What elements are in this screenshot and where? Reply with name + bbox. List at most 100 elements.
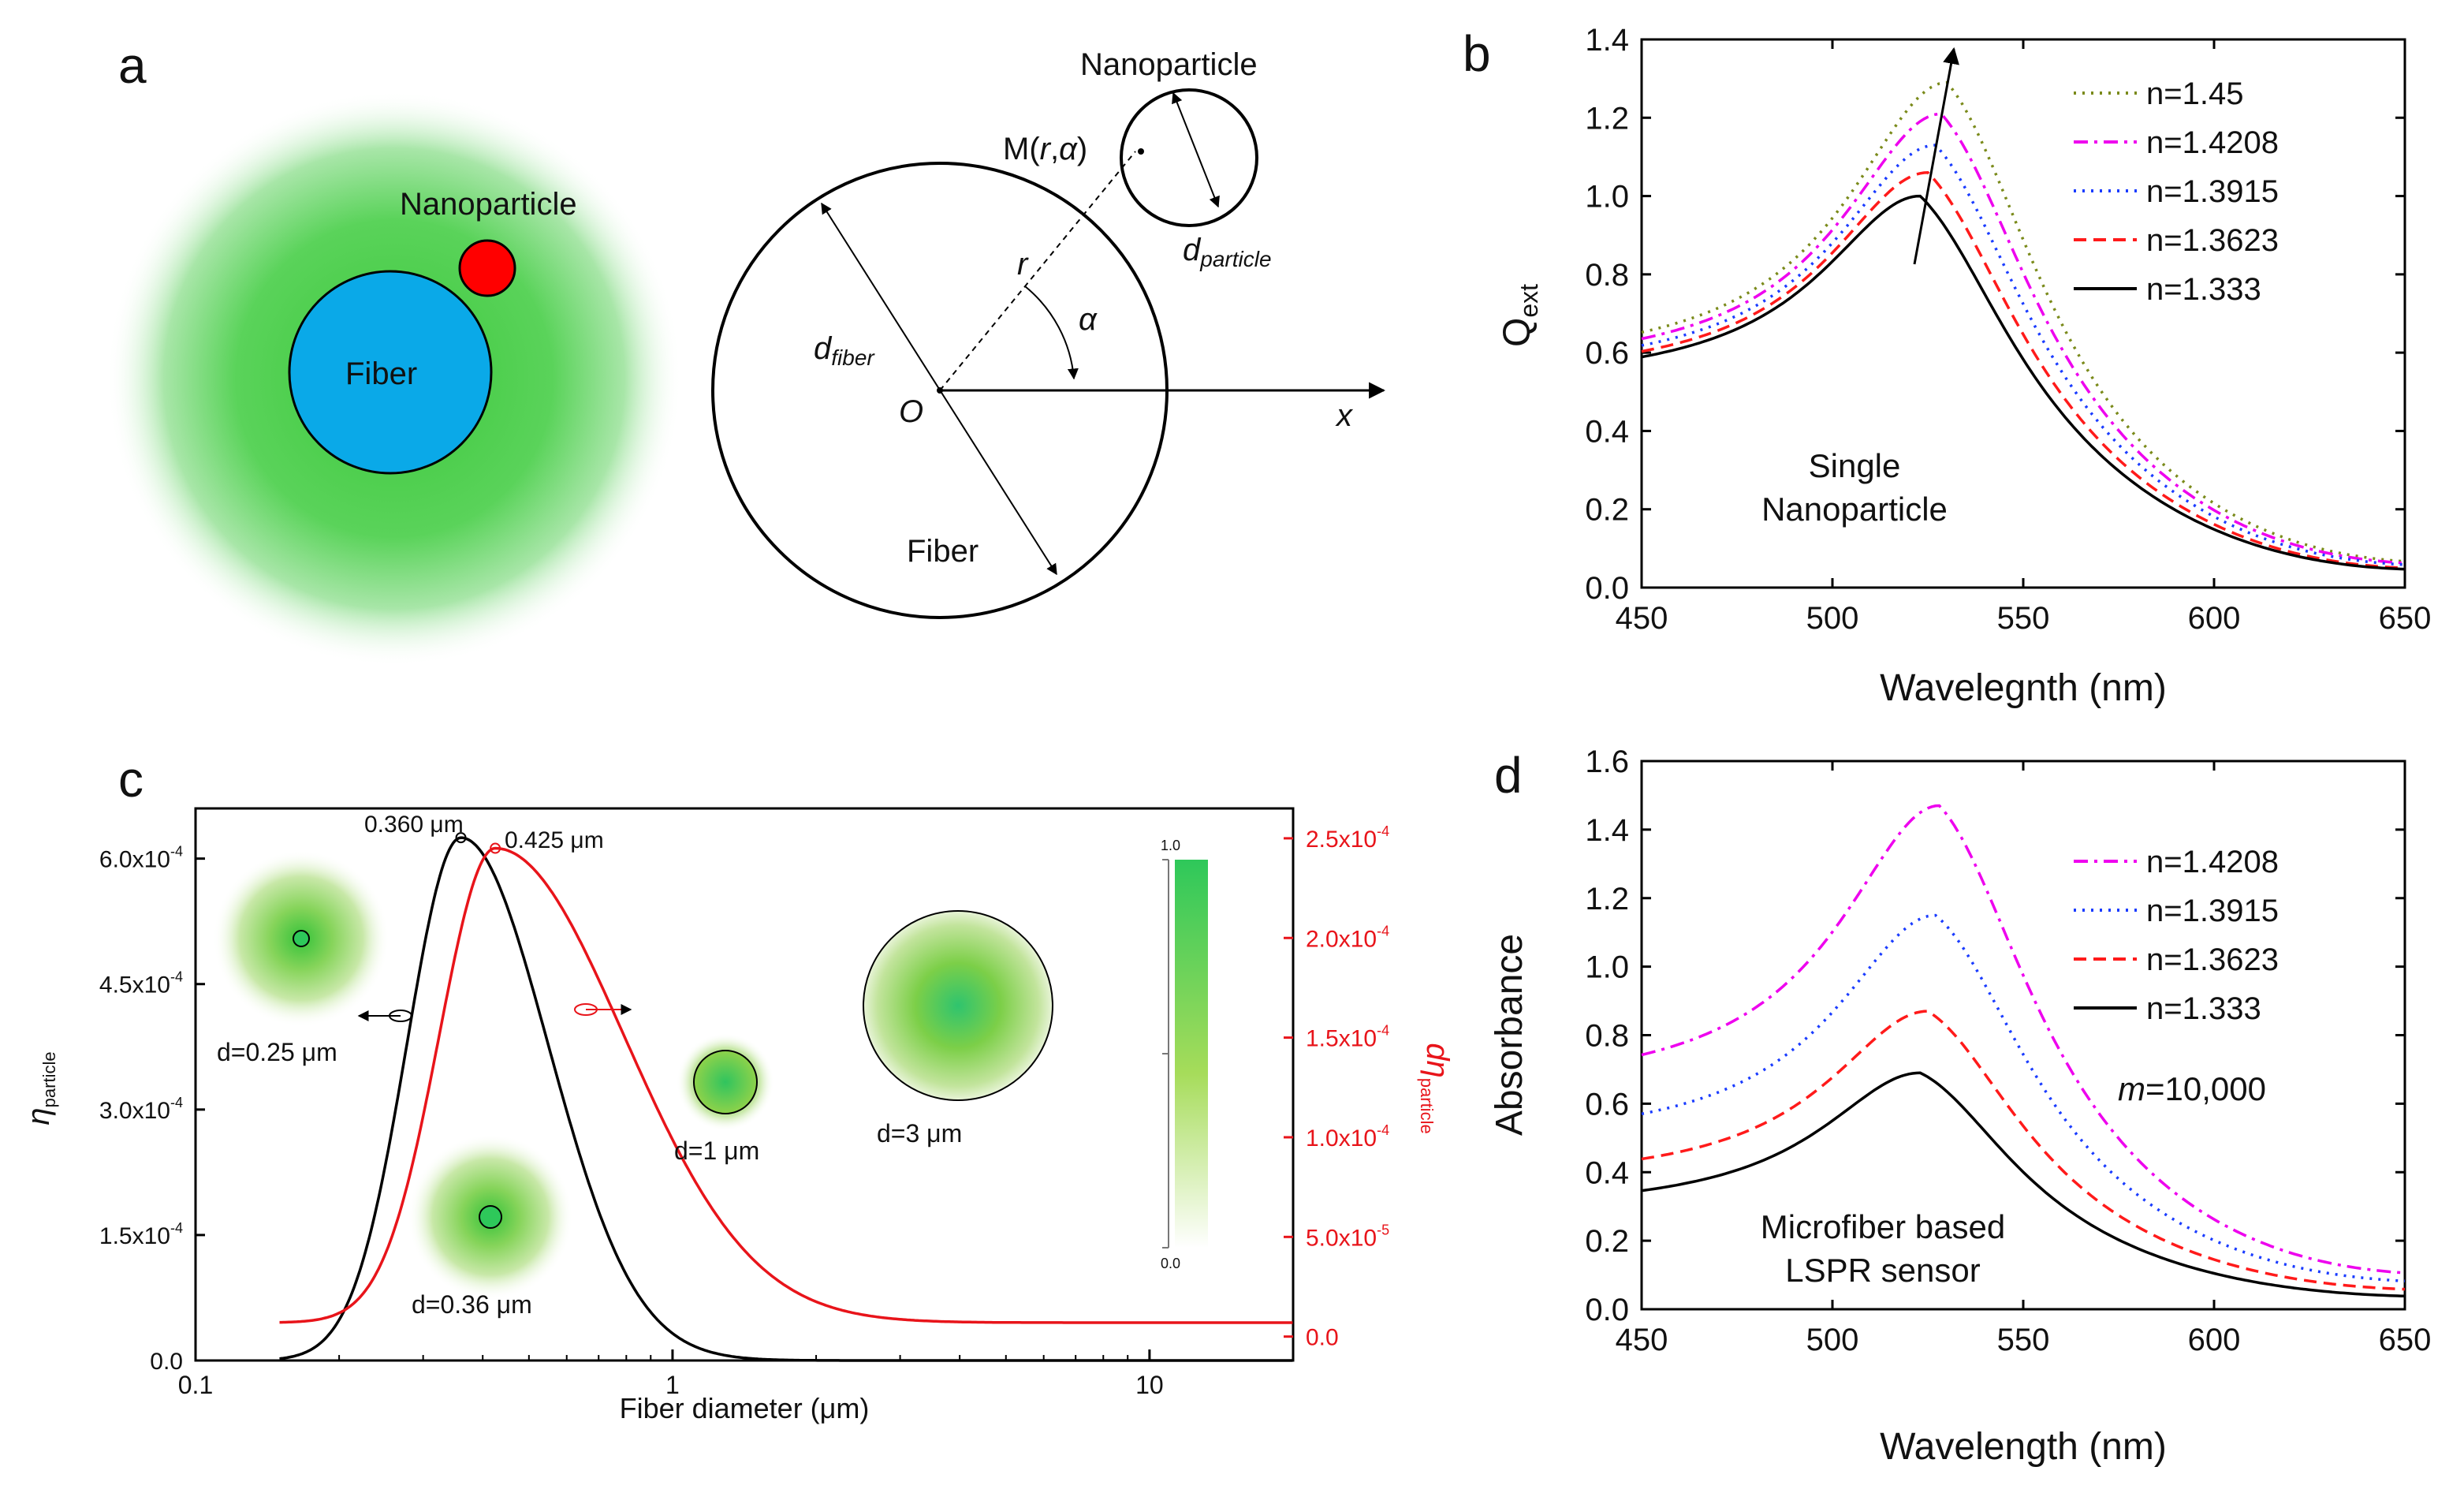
y-ticks-left-c: 0.0 1.5x10-4 3.0x10-4 4.5x10-4 6.0x10-4 bbox=[99, 844, 205, 1375]
shift-arrow-b bbox=[1913, 47, 1959, 265]
d-ytick-label-2: 0.4 bbox=[1585, 1155, 1629, 1190]
panel-label-d: d bbox=[1494, 747, 1523, 804]
d-legend-label-3: n=1.333 bbox=[2146, 991, 2261, 1026]
legend-b: n=1.45 n=1.4208 n=1.3915 n=1.3623 n=1.333 bbox=[2074, 77, 2279, 307]
d-series-line-3 bbox=[1641, 1071, 2406, 1298]
d-particle-label: dparticle bbox=[1183, 233, 1272, 271]
nanoparticle-label-left: Nanoparticle bbox=[400, 187, 577, 222]
d-ytick-label-1: 0.2 bbox=[1585, 1224, 1629, 1259]
origin-label: O bbox=[899, 394, 923, 429]
c-ytick-right-label-2: 1.0x10-4 bbox=[1306, 1122, 1389, 1151]
d-xtick-label-1: 500 bbox=[1806, 1323, 1859, 1357]
inset-label-036: d=0.36 μm bbox=[412, 1290, 532, 1319]
colorbar-max: 1.0 bbox=[1161, 838, 1180, 853]
c-ytick-left-label-1: 1.5x10-4 bbox=[99, 1220, 183, 1249]
panel-a: a Nanoparticle Fiber Nanoparticle M(r,α)… bbox=[106, 37, 1386, 666]
inset-core-036 bbox=[479, 1205, 502, 1229]
peak-label-black: 0.360 μm bbox=[364, 812, 464, 838]
b-legend-label-2: n=1.3915 bbox=[2146, 174, 2279, 209]
b-series-line-2 bbox=[1641, 144, 2406, 566]
panel-label-c: c bbox=[118, 751, 144, 808]
c-ytick-right-label-4: 2.0x10-4 bbox=[1306, 923, 1389, 952]
b-legend-label-3: n=1.3623 bbox=[2146, 223, 2279, 258]
c-ytick-right-label-5: 2.5x10-4 bbox=[1306, 823, 1389, 853]
d-xtick-label-0: 450 bbox=[1616, 1323, 1668, 1357]
point-m-dot bbox=[1138, 148, 1144, 155]
d-series-line-1 bbox=[1641, 913, 2406, 1282]
x-ticks-c: 0.1 1 10 bbox=[178, 1349, 1294, 1399]
y-ticks-b: 0.0 0.2 0.4 0.6 0.8 1.0 1.2 1.4 bbox=[1585, 23, 2405, 606]
inset-disk-3 bbox=[863, 910, 1053, 1101]
colorbar bbox=[1175, 860, 1208, 1248]
annotation-b-2: Nanoparticle bbox=[1761, 491, 1948, 528]
b-ytick-label-4: 0.8 bbox=[1585, 258, 1629, 293]
c-ytick-right-label-1: 5.0x10-5 bbox=[1306, 1222, 1389, 1251]
panel-b: b 0.0 0.2 0.4 0.6 0.8 1.0 1.2 1.4 450 500 550 600 6… bbox=[1463, 23, 2431, 709]
b-series-line-0 bbox=[1641, 80, 2406, 563]
x-ticks-d: 450 500 550 600 650 bbox=[1616, 761, 2432, 1357]
m-annotation-d: m=10,000 bbox=[2118, 1070, 2266, 1107]
d-legend-label-1: n=1.3915 bbox=[2146, 894, 2279, 928]
b-series-line-4 bbox=[1641, 194, 2406, 571]
annotation-b-1: Single bbox=[1809, 447, 1901, 484]
c-xtick-label-0: 0.1 bbox=[178, 1371, 213, 1399]
inset-core-025 bbox=[293, 930, 310, 947]
b-legend-label-0: n=1.45 bbox=[2146, 77, 2243, 111]
d-xtick-label-3: 600 bbox=[2188, 1323, 2241, 1357]
d-legend-label-0: n=1.4208 bbox=[2146, 845, 2279, 879]
y-ticks-d: 0.0 0.2 0.4 0.6 0.8 1.0 1.2 1.4 1.6 bbox=[1585, 745, 2405, 1327]
d-ytick-label-6: 1.2 bbox=[1585, 882, 1629, 916]
d-particle-arrow bbox=[1172, 91, 1220, 208]
inset-label-1: d=1 μm bbox=[674, 1137, 759, 1165]
radius-dashed-line bbox=[939, 151, 1136, 391]
y-axis-label-left-c: ηparticle bbox=[21, 1051, 59, 1125]
b-legend-label-1: n=1.4208 bbox=[2146, 125, 2279, 160]
b-xtick-label-2: 550 bbox=[1997, 601, 2050, 636]
c-ytick-left-label-0: 0.0 bbox=[150, 1349, 183, 1375]
y-ticks-right-c: 0.0 5.0x10-5 1.0x10-4 1.5x10-4 2.0x10-4 2.5x1… bbox=[1284, 823, 1389, 1351]
c-peak-marker-1 bbox=[490, 842, 501, 854]
d-xtick-label-4: 650 bbox=[2379, 1323, 2432, 1357]
panel-c: c 0.0 1.5x10-4 3.0x10-4 4.5x10-4 6.0x10-4 0.… bbox=[21, 751, 1455, 1424]
annotation-d-1: Microfiber based bbox=[1761, 1208, 2005, 1245]
point-m-label: M(r,α) bbox=[1003, 132, 1087, 166]
y-axis-label-right-c: dηparticle bbox=[1417, 1043, 1455, 1133]
inset-label-025: d=0.25 μm bbox=[217, 1038, 337, 1066]
c-ytick-right-label-0: 0.0 bbox=[1306, 1325, 1339, 1351]
x-ticks-b: 450 500 550 600 650 bbox=[1616, 39, 2432, 636]
alpha-label: α bbox=[1079, 302, 1098, 337]
c-series-line-1 bbox=[279, 846, 1293, 1324]
b-ytick-label-5: 1.0 bbox=[1585, 180, 1629, 215]
d-legend-label-2: n=1.3623 bbox=[2146, 942, 2279, 977]
c-ytick-left-label-4: 6.0x10-4 bbox=[99, 844, 183, 873]
inset-core-1 bbox=[693, 1050, 758, 1114]
alpha-arc bbox=[1024, 286, 1079, 380]
plot-frame-c bbox=[194, 807, 1295, 1362]
panel-d: d 0.0 0.2 0.4 0.6 0.8 1.0 1.2 1.4 1.6 450 500 550 6… bbox=[1489, 745, 2431, 1468]
x-label: x bbox=[1335, 398, 1354, 433]
panel-label-a: a bbox=[118, 37, 147, 94]
series-group-c bbox=[279, 832, 1293, 1362]
y-axis-label-d: Absorbance bbox=[1489, 934, 1530, 1136]
c-ytick-right-label-3: 1.5x10-4 bbox=[1306, 1023, 1389, 1052]
nanoparticle-left bbox=[458, 239, 516, 297]
d-ytick-label-4: 0.8 bbox=[1585, 1019, 1629, 1054]
c-ytick-left-label-2: 3.0x10-4 bbox=[99, 1095, 183, 1124]
b-series-line-1 bbox=[1641, 112, 2406, 565]
b-xtick-label-4: 650 bbox=[2379, 601, 2432, 636]
inset-label-3: d=3 μm bbox=[877, 1119, 962, 1148]
b-ytick-label-2: 0.4 bbox=[1585, 414, 1629, 449]
nanoparticle-circle-right bbox=[1120, 88, 1258, 227]
nanoparticle-label-right: Nanoparticle bbox=[1080, 47, 1258, 82]
d-ytick-label-7: 1.4 bbox=[1585, 813, 1629, 848]
legend-d: n=1.4208 n=1.3915 n=1.3623 n=1.333 bbox=[2074, 845, 2279, 1026]
b-ytick-label-1: 0.2 bbox=[1585, 493, 1629, 528]
fiber-label-left: Fiber bbox=[345, 356, 417, 391]
d-ytick-label-3: 0.6 bbox=[1585, 1087, 1629, 1122]
b-legend-label-4: n=1.333 bbox=[2146, 272, 2261, 307]
d-fiber-label: dfiber bbox=[814, 331, 875, 370]
d-xtick-label-2: 550 bbox=[1997, 1323, 2050, 1357]
origin-dot bbox=[937, 387, 943, 394]
c-peak-marker-0 bbox=[455, 832, 467, 844]
